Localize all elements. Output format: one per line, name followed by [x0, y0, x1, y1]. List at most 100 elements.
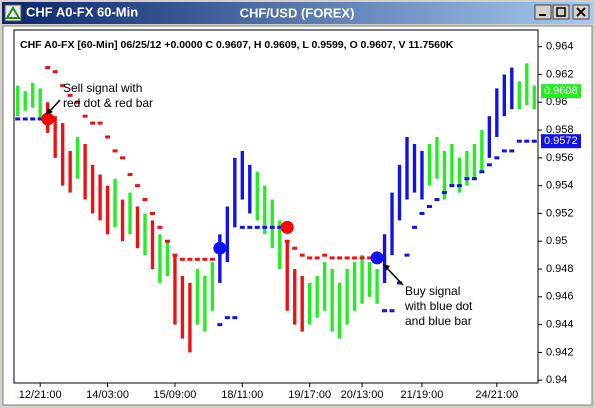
stop-dot: [486, 163, 492, 167]
x-tick-label: 18/11:00: [221, 389, 263, 401]
title-bar: [2, 2, 593, 24]
price-label-box: [541, 134, 581, 149]
stop-dot: [284, 239, 290, 243]
sell-arrow: [48, 99, 61, 113]
signal-dot: [370, 251, 384, 265]
x-tick-label: 12/21:00: [19, 389, 62, 401]
stop-dot: [112, 149, 118, 153]
stop-dot: [239, 225, 245, 229]
stop-dot: [441, 191, 447, 195]
stop-dot: [501, 149, 507, 153]
stop-dot: [359, 256, 365, 260]
stop-dot: [367, 256, 373, 260]
price-label-box: [541, 84, 581, 99]
stop-dot: [37, 117, 43, 121]
stop-dot: [127, 173, 133, 177]
stop-dot: [120, 156, 126, 160]
stop-dot: [142, 198, 148, 202]
x-tick-label: 21/19:00: [401, 389, 444, 401]
sell-arrow-head: [46, 108, 53, 115]
stop-dot: [524, 139, 530, 143]
x-tick-label: 14/03:00: [86, 389, 129, 401]
y-tick-label: 0.95: [546, 235, 567, 247]
stop-dot: [157, 225, 163, 229]
stop-dot: [426, 205, 432, 208]
stop-dot: [307, 256, 313, 260]
stop-dot: [382, 309, 388, 313]
stop-dot: [314, 256, 320, 260]
stop-dot: [494, 156, 500, 160]
stop-dot: [329, 256, 335, 260]
info-line: CHF A0-FX [60-Min] 06/25/12 +0.0000 C 0.…: [20, 39, 454, 51]
buy-annotation: with blue dot: [404, 299, 473, 313]
stop-dot: [60, 84, 66, 88]
stop-dot: [262, 225, 268, 229]
y-tick-label: 0.946: [546, 291, 574, 303]
stop-dot: [352, 256, 358, 260]
close-glyph: [576, 7, 586, 17]
y-tick-label: 0.962: [546, 68, 574, 80]
stop-dot: [52, 70, 58, 74]
stop-dot: [389, 309, 395, 313]
stop-dot: [30, 117, 36, 121]
stop-dot: [509, 149, 515, 153]
stop-dot: [15, 117, 21, 121]
y-tick-label: 0.952: [546, 207, 574, 219]
signal-dot: [280, 220, 294, 234]
stop-dot: [277, 225, 283, 229]
x-tick-label: 24/21:00: [475, 389, 518, 401]
sell-annotation: Sell signal with: [63, 81, 142, 95]
stop-dot: [419, 211, 425, 215]
stop-dot: [449, 184, 455, 188]
stop-dot: [97, 121, 103, 125]
stop-dot: [202, 257, 208, 261]
stop-dot: [254, 225, 260, 229]
stop-dot: [434, 198, 440, 202]
stop-dot: [344, 256, 350, 260]
stop-dot: [187, 257, 193, 261]
x-tick-label: 20/13:00: [341, 389, 384, 401]
y-tick-label: 0.944: [546, 319, 574, 331]
maximize-button[interactable]: [552, 4, 570, 20]
stop-dot: [164, 239, 170, 243]
stop-dot: [179, 257, 185, 261]
y-tick-label: 0.954: [546, 180, 574, 192]
minimize-button[interactable]: [534, 4, 552, 20]
y-tick-label: 0.958: [546, 124, 574, 136]
y-tick-label: 0.948: [546, 263, 574, 275]
buy-annotation: and blue bar: [405, 314, 472, 328]
stop-dot: [217, 323, 223, 327]
stop-dot: [479, 170, 485, 174]
stop-dot: [105, 135, 111, 139]
stop-dot: [269, 225, 275, 229]
chart-title: CHF/USD (FOREX): [240, 5, 355, 20]
stop-dot: [232, 316, 238, 320]
buy-arrow: [385, 266, 404, 286]
buy-annotation: Buy signal: [405, 284, 460, 298]
stop-dot: [292, 246, 298, 250]
y-tick-label: 0.94: [546, 374, 567, 386]
stop-dot: [411, 225, 417, 229]
y-tick-label: 0.956: [546, 152, 574, 164]
window-title: CHF A0-FX 60-Min: [26, 4, 138, 19]
stop-dot: [45, 66, 51, 70]
plot: 0.964 0.962 0.96 0.958 0.956 0.954 0.952 0.95 0.…: [15, 41, 581, 401]
stop-dot: [531, 139, 537, 143]
stop-dot: [471, 177, 477, 181]
y-tick-label: 0.96: [546, 96, 567, 108]
stop-dot: [194, 257, 200, 261]
stop-dot: [322, 253, 328, 257]
x-tick-label: 19/17:00: [288, 389, 331, 401]
stop-dot: [75, 100, 81, 104]
x-tick-label: 15/09:00: [154, 389, 197, 401]
window-buttons[interactable]: [534, 4, 590, 20]
stop-dot: [516, 139, 522, 143]
sell-annotation: red dot & red bar: [63, 96, 153, 110]
buy-arrow-head: [383, 264, 390, 271]
stop-dot: [456, 184, 462, 188]
stop-dot: [337, 256, 343, 260]
price-label: 0.9572: [544, 135, 578, 147]
stop-dot: [247, 225, 253, 229]
